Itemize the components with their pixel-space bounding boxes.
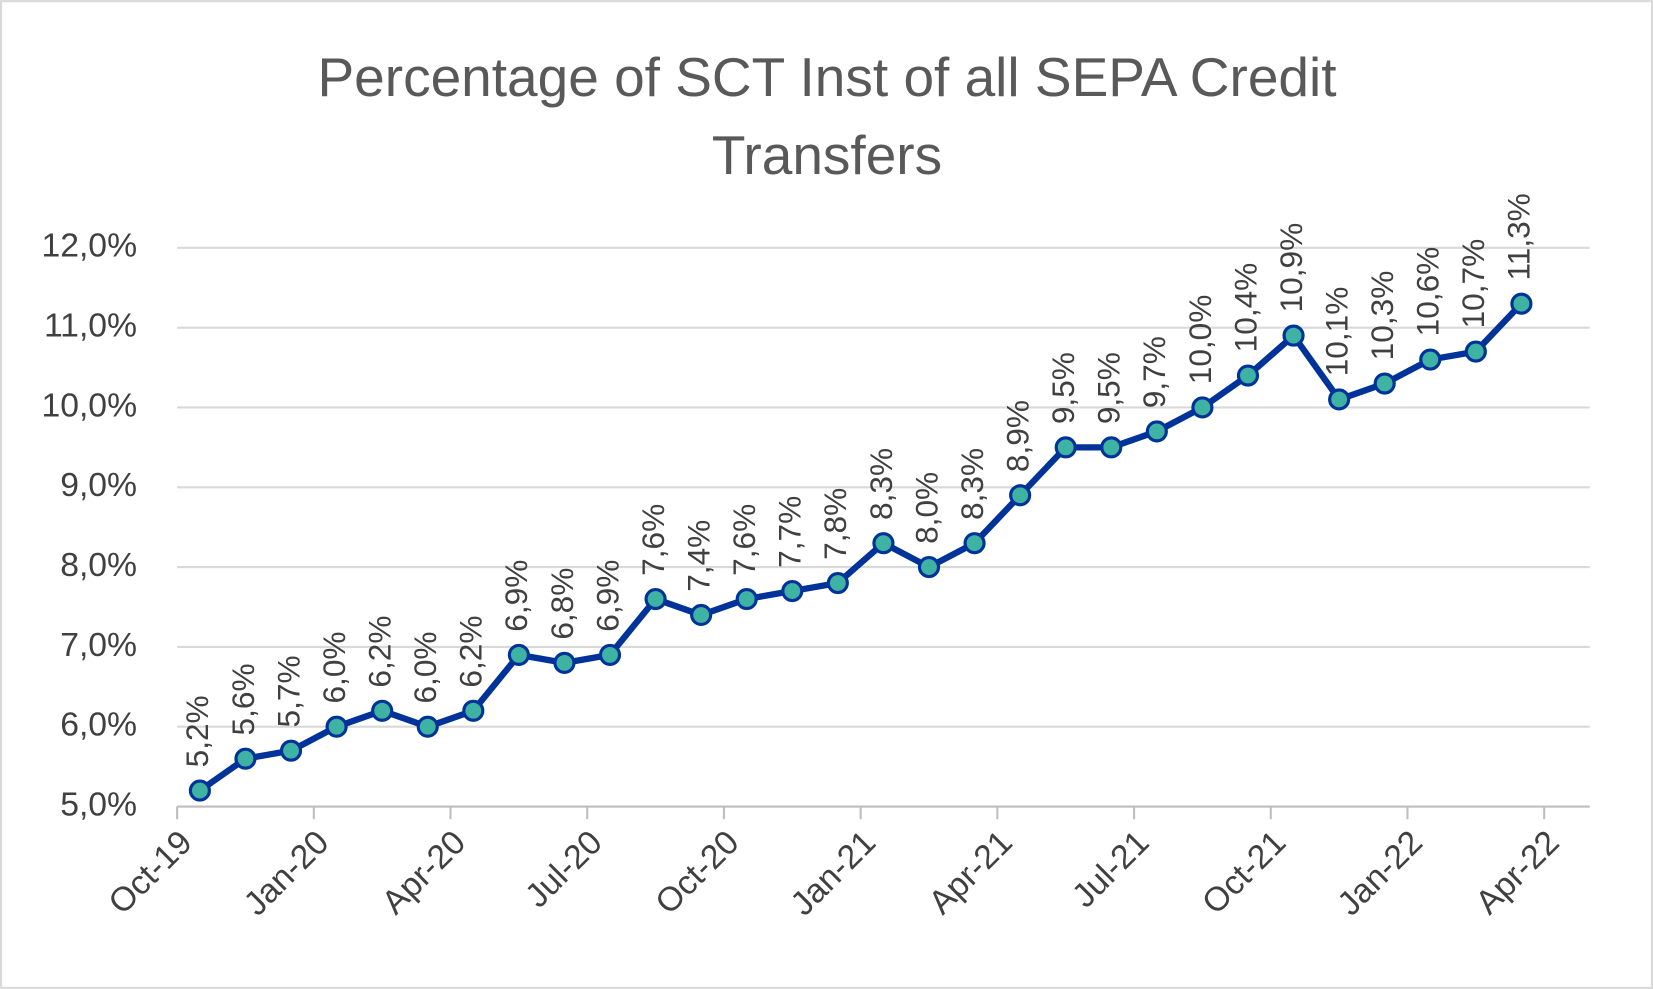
data-label: 6,8%	[544, 568, 580, 640]
y-tick-label: 12,0%	[41, 227, 137, 265]
data-label: 7,6%	[726, 504, 762, 576]
data-point	[1510, 292, 1533, 315]
data-label: 9,5%	[1091, 352, 1127, 424]
data-point	[644, 587, 667, 611]
data-point	[553, 651, 576, 674]
data-point	[234, 747, 257, 770]
data-point	[462, 699, 485, 722]
data-label: 8,3%	[954, 448, 990, 520]
data-point	[371, 699, 394, 722]
data-label: 6,9%	[498, 560, 534, 632]
data-label: 7,8%	[817, 488, 853, 560]
data-label: 5,2%	[179, 695, 215, 767]
data-point	[416, 715, 439, 738]
data-label: 10,0%	[1182, 295, 1218, 385]
data-point	[690, 603, 713, 627]
data-label: 11,3%	[1501, 193, 1537, 280]
data-point	[507, 643, 530, 666]
data-label: 6,0%	[407, 631, 443, 703]
data-point	[598, 643, 622, 666]
data-point	[872, 532, 895, 555]
data-label: 9,7%	[1136, 336, 1172, 408]
data-point	[279, 739, 303, 762]
data-label: 6,0%	[316, 631, 352, 703]
y-tick-label: 11,0%	[44, 307, 137, 345]
y-tick-label: 7,0%	[60, 626, 137, 664]
data-point	[963, 532, 986, 555]
data-point	[826, 571, 849, 595]
data-label: 5,7%	[270, 655, 306, 727]
data-label: 6,2%	[453, 616, 489, 688]
data-point	[1419, 348, 1442, 371]
data-point	[1328, 388, 1351, 411]
data-point	[1236, 364, 1260, 387]
y-tick-label: 5,0%	[60, 785, 137, 823]
data-point	[1282, 324, 1305, 347]
data-label: 10,6%	[1410, 247, 1446, 337]
data-label: 7,7%	[772, 496, 808, 568]
data-point	[1054, 436, 1077, 459]
data-label: 10,3%	[1364, 271, 1400, 361]
data-point	[1009, 484, 1032, 507]
chart-title: Percentage of SCT Inst of all SEPA Credi…	[317, 46, 1337, 186]
data-label: 10,7%	[1455, 239, 1491, 329]
data-point	[1145, 420, 1168, 443]
data-label: 8,0%	[908, 472, 944, 544]
data-label: 10,1%	[1318, 287, 1354, 377]
data-label: 7,6%	[635, 504, 671, 576]
data-label: 10,4%	[1227, 263, 1263, 353]
data-point	[1191, 396, 1214, 419]
data-label: 6,9%	[589, 560, 625, 632]
data-label: 8,3%	[863, 448, 899, 520]
data-label: 5,6%	[225, 663, 261, 735]
data-label: 9,5%	[1045, 352, 1081, 424]
data-point	[1100, 436, 1123, 459]
y-tick-label: 10,0%	[41, 386, 137, 424]
data-label: 10,9%	[1273, 223, 1309, 313]
data-label: 8,9%	[999, 400, 1035, 472]
data-point	[1464, 340, 1487, 363]
data-point	[735, 587, 758, 611]
data-point	[781, 579, 804, 603]
data-point	[1373, 372, 1396, 395]
y-tick-label: 6,0%	[60, 706, 137, 744]
data-label: 7,4%	[681, 520, 717, 592]
data-point	[917, 556, 941, 579]
y-tick-label: 9,0%	[60, 466, 137, 504]
y-tick-label: 8,0%	[60, 546, 137, 584]
data-point	[325, 715, 348, 738]
data-label: 6,2%	[362, 616, 398, 688]
data-point	[188, 779, 211, 802]
